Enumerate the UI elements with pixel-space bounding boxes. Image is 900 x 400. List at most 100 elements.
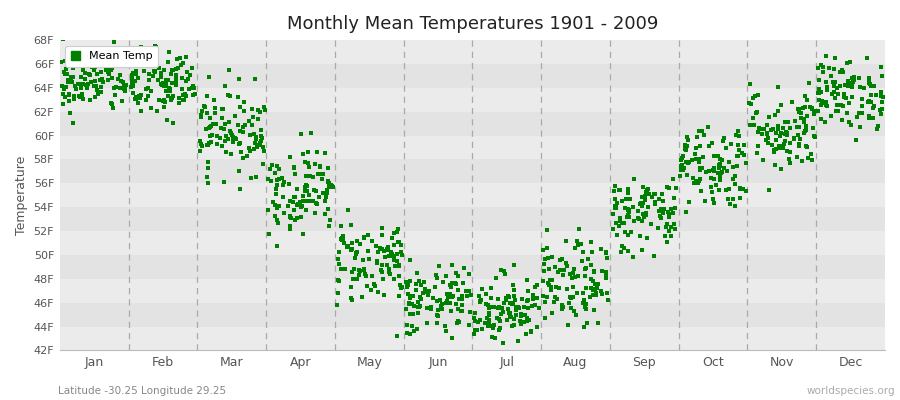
Point (600, 290, 615, 296)
Point (105, 65, 120, 72)
Point (875, 106, 889, 112)
Point (820, 84, 834, 90)
Point (386, 252, 400, 259)
Point (688, 150, 702, 157)
Point (839, 95, 853, 102)
Point (219, 133, 233, 140)
Point (520, 288, 535, 294)
Point (197, 104, 211, 110)
Point (468, 327, 482, 334)
Point (431, 307, 446, 314)
Point (621, 206, 635, 212)
Point (67, 93, 81, 99)
Point (152, 97, 166, 103)
Point (864, 92, 878, 98)
Point (594, 288, 608, 294)
Point (400, 329, 414, 336)
Point (770, 84, 785, 90)
Point (713, 171, 727, 178)
Point (474, 286, 489, 292)
Point (233, 104, 248, 110)
Point (69, 86, 84, 92)
Point (176, 92, 191, 99)
Point (378, 254, 392, 260)
Point (692, 178, 706, 184)
Point (619, 195, 634, 202)
Point (416, 290, 430, 296)
Point (800, 144, 814, 150)
Point (555, 256, 570, 262)
Point (554, 306, 569, 312)
Point (866, 115, 880, 122)
Point (491, 305, 506, 311)
Point (255, 135, 269, 141)
Point (287, 164, 302, 170)
Point (200, 174, 214, 180)
Point (491, 295, 505, 302)
Point (584, 262, 598, 268)
Point (58, 71, 73, 78)
Point (662, 214, 677, 220)
Point (652, 208, 667, 214)
Point (608, 203, 623, 209)
Point (348, 250, 363, 256)
Point (158, 81, 173, 87)
Point (584, 238, 598, 245)
Point (209, 121, 223, 127)
Point (634, 203, 649, 210)
Point (789, 154, 804, 160)
Point (680, 172, 695, 178)
Point (669, 185, 683, 192)
Point (520, 314, 535, 321)
Point (614, 249, 628, 255)
Point (623, 196, 637, 202)
Point (799, 143, 814, 150)
Point (413, 294, 428, 300)
Point (377, 292, 392, 298)
Point (387, 230, 401, 236)
Point (794, 114, 808, 121)
Point (711, 170, 725, 176)
Point (228, 112, 242, 119)
Point (99, 67, 113, 73)
Point (765, 126, 779, 132)
Point (837, 90, 851, 97)
Point (216, 126, 230, 132)
Point (846, 74, 860, 80)
Point (599, 269, 614, 276)
Point (390, 332, 404, 339)
Point (491, 304, 506, 310)
Point (481, 302, 495, 308)
Point (652, 213, 667, 220)
Point (680, 143, 695, 149)
Point (155, 82, 169, 88)
Point (462, 271, 476, 277)
Point (245, 122, 259, 128)
Point (840, 110, 854, 116)
Point (826, 82, 841, 89)
Point (576, 249, 590, 256)
Point (298, 184, 312, 190)
Point (620, 214, 634, 221)
Point (737, 142, 751, 148)
Point (595, 268, 609, 274)
Point (181, 76, 195, 82)
Point (517, 319, 531, 326)
Point (350, 249, 365, 255)
Point (723, 201, 737, 207)
Point (403, 256, 418, 263)
Point (669, 226, 683, 232)
Point (660, 221, 674, 227)
Point (133, 95, 148, 102)
Point (558, 260, 572, 266)
Point (680, 159, 694, 165)
Point (108, 92, 122, 98)
Point (715, 169, 729, 175)
Point (224, 151, 238, 157)
Point (248, 136, 263, 143)
Point (254, 138, 268, 144)
Point (202, 140, 217, 146)
Point (799, 97, 814, 104)
Point (405, 322, 419, 329)
Point (778, 138, 792, 145)
